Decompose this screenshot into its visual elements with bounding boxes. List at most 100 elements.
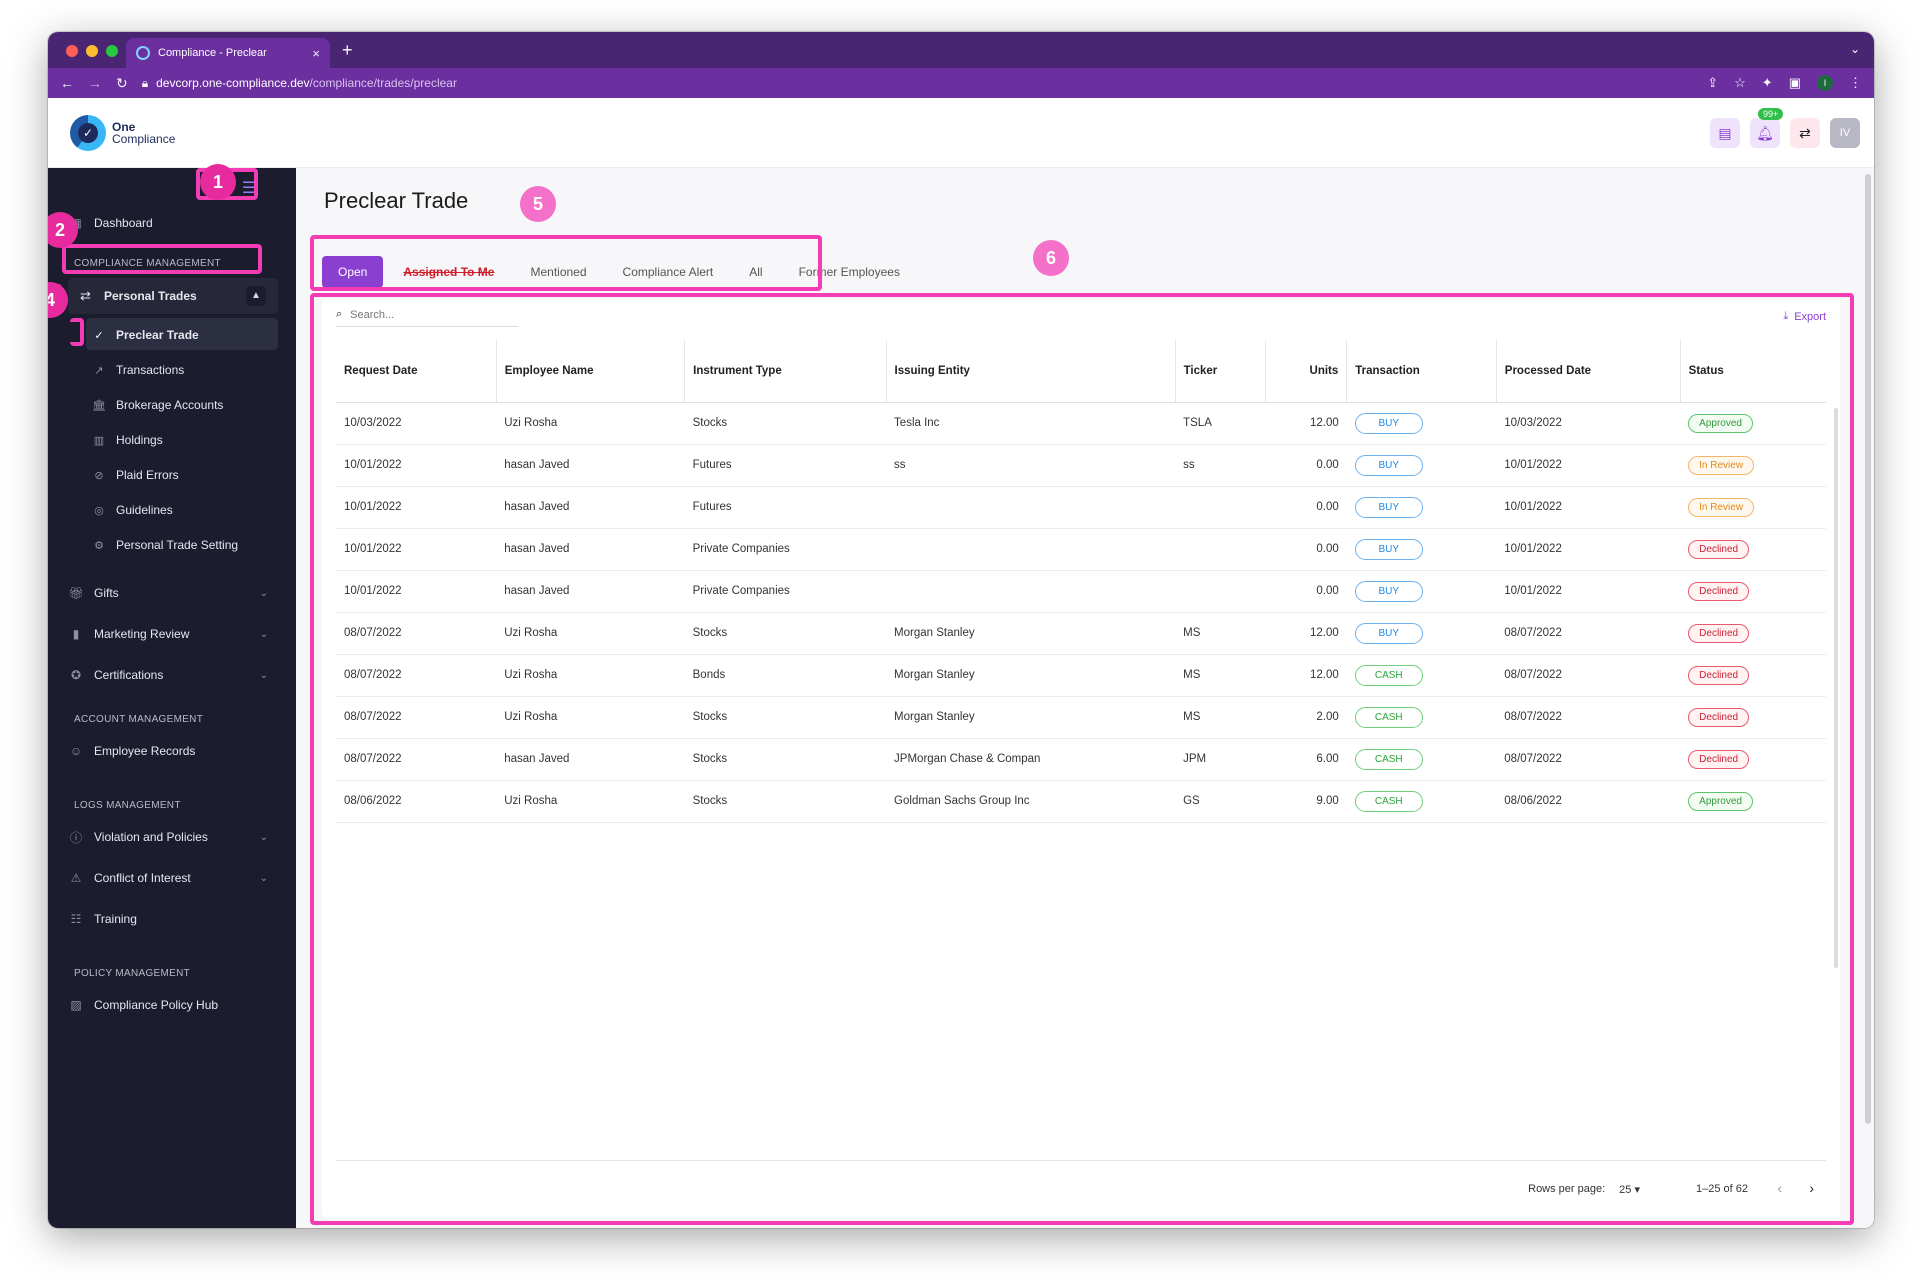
table-row[interactable]: 08/07/2022 hasan Javed Stocks JPMorgan Chas… xyxy=(336,738,1826,781)
filter-tabs: Open Assigned To Me Mentioned Compliance… xyxy=(322,256,916,288)
sidebar-item-label: Personal Trades xyxy=(104,289,197,303)
bookmark-star-icon[interactable]: ☆ xyxy=(1734,75,1746,90)
browser-tab[interactable]: Compliance - Preclear × xyxy=(126,38,330,68)
sidebar-item-transactions[interactable]: ↗ Transactions xyxy=(92,363,184,377)
close-window-button[interactable] xyxy=(66,45,78,57)
sidebar-item-holdings[interactable]: ▥ Holdings xyxy=(92,433,163,447)
tab-assigned-to-me[interactable]: Assigned To Me xyxy=(403,265,495,279)
column-header[interactable]: Issuing Entity xyxy=(886,340,1176,403)
table-row[interactable]: 10/03/2022 Uzi Rosha Stocks Tesla Inc TSLA 12… xyxy=(336,402,1826,445)
table-cell: Stocks xyxy=(684,612,887,655)
favicon-icon xyxy=(136,46,150,60)
status-badge: Declined xyxy=(1688,707,1750,727)
page-title: Preclear Trade xyxy=(324,188,469,213)
new-tab-button[interactable]: + xyxy=(342,40,353,60)
column-header[interactable]: Ticker xyxy=(1175,340,1266,403)
logo-line1: One xyxy=(112,119,136,134)
sidebar-item-certifications[interactable]: ✪ Certifications ⌄ xyxy=(68,660,268,690)
collapse-chevron-icon[interactable]: ▲ xyxy=(246,286,266,306)
status-cell: Declined xyxy=(1680,612,1826,655)
forward-arrow-icon[interactable]: → xyxy=(88,75,102,91)
maximize-window-button[interactable] xyxy=(106,45,118,57)
table-row[interactable]: 10/01/2022 hasan Javed Private Companies 0.… xyxy=(336,570,1826,613)
table-cell: Uzi Rosha xyxy=(496,612,685,655)
window-controls xyxy=(66,45,118,57)
swap-arrows-icon: ⇄ xyxy=(80,288,91,303)
sidebar-item-violation-policies[interactable]: ⓘ Violation and Policies ⌄ xyxy=(68,822,268,852)
rows-per-page-select[interactable]: 25 ▾ xyxy=(1619,1184,1640,1196)
column-header[interactable]: Instrument Type xyxy=(684,340,887,403)
url-path: /compliance/trades/preclear xyxy=(309,76,457,90)
next-page-icon[interactable]: › xyxy=(1809,1180,1814,1196)
sidebar-item-guidelines[interactable]: ◎ Guidelines xyxy=(92,503,173,517)
sidebar-item-employee-records[interactable]: ☺ Employee Records xyxy=(68,736,196,766)
document-button[interactable]: ▤ xyxy=(1710,118,1740,148)
table-row[interactable]: 10/01/2022 hasan Javed Futures 0.00 BUY 10/01… xyxy=(336,486,1826,529)
sidebar-item-preclear-trade[interactable]: ✓ Preclear Trade xyxy=(92,328,198,342)
page-scrollbar[interactable] xyxy=(1865,174,1871,1124)
sidebar-item-conflict-of-interest[interactable]: ⚠ Conflict of Interest ⌄ xyxy=(68,863,268,893)
sidebar-item-plaid-errors[interactable]: ⊘ Plaid Errors xyxy=(92,468,178,482)
column-header[interactable]: Processed Date xyxy=(1496,340,1681,403)
browser-profile-avatar[interactable]: I xyxy=(1817,75,1833,91)
back-arrow-icon[interactable]: ← xyxy=(60,75,74,91)
sidebar-item-personal-trade-setting[interactable]: ⚙ Personal Trade Setting xyxy=(92,538,238,552)
table-row[interactable]: 08/07/2022 Uzi Rosha Bonds Morgan Stanley MS… xyxy=(336,654,1826,697)
transaction-cell: CASH xyxy=(1346,696,1497,739)
previous-page-icon[interactable]: ‹ xyxy=(1777,1180,1782,1196)
table-cell: Stocks xyxy=(684,402,887,445)
browser-menu-icon[interactable]: ⋮ xyxy=(1849,75,1862,90)
table-row[interactable]: 08/07/2022 Uzi Rosha Stocks Morgan Stanley M… xyxy=(336,612,1826,655)
sidebar-item-brokerage-accounts[interactable]: 🏛︎ Brokerage Accounts xyxy=(92,398,223,412)
close-tab-icon[interactable]: × xyxy=(312,45,320,61)
minimize-window-button[interactable] xyxy=(86,45,98,57)
menu-toggle-icon[interactable]: ☰ xyxy=(241,180,257,197)
table-row[interactable]: 10/01/2022 hasan Javed Futures ss ss 0.00 BUY 1… xyxy=(336,444,1826,487)
search-input[interactable] xyxy=(350,308,491,321)
logo-line2: Compliance xyxy=(112,131,176,146)
column-header[interactable]: Status xyxy=(1680,340,1826,403)
sidebar-group-personal-trades[interactable]: ⇄ Personal Trades ▲ xyxy=(68,278,278,314)
sidebar-item-gifts[interactable]: 🎁︎ Gifts ⌄ xyxy=(68,578,268,608)
tab-search-chevron-icon[interactable]: ⌄ xyxy=(1849,42,1860,56)
column-header[interactable]: Units xyxy=(1265,340,1348,403)
app-logo[interactable]: ✓ One Compliance xyxy=(70,114,176,151)
user-avatar[interactable]: IV xyxy=(1830,118,1860,148)
column-header[interactable]: Request Date xyxy=(336,340,497,403)
export-button[interactable]: ⤓ Export xyxy=(1783,310,1826,323)
pagination-bar: Rows per page: 25 ▾ 1–25 of 62 ‹ › xyxy=(336,1160,1826,1218)
sidebar-item-label: Certifications xyxy=(94,668,164,682)
table-cell: Morgan Stanley xyxy=(886,612,1176,655)
sidebar-item-dashboard[interactable]: ▦ Dashboard xyxy=(68,208,152,238)
table-row[interactable]: 08/06/2022 Uzi Rosha Stocks Goldman Sachs G… xyxy=(336,780,1826,823)
annotation-box-4 xyxy=(70,318,84,346)
sidebar-item-training[interactable]: ☷ Training xyxy=(68,904,137,934)
table-cell: 10/01/2022 xyxy=(1496,528,1681,571)
sidebar-item-marketing-review[interactable]: ▮ Marketing Review ⌄ xyxy=(68,619,268,649)
tab-open[interactable]: Open xyxy=(322,256,384,288)
table-cell: 08/07/2022 xyxy=(336,738,497,781)
extensions-puzzle-icon[interactable]: ✦ xyxy=(1761,75,1773,90)
status-cell: Approved xyxy=(1680,780,1826,823)
transaction-pill: CASH xyxy=(1354,706,1423,728)
column-header[interactable]: Employee Name xyxy=(496,340,686,403)
notifications-button[interactable]: 🔔︎ 99+ xyxy=(1750,108,1784,148)
share-icon[interactable]: ⇪ xyxy=(1707,75,1719,90)
column-header[interactable]: Transaction xyxy=(1346,340,1497,403)
switch-button[interactable]: ⇄ xyxy=(1790,118,1820,148)
tab-former-employees[interactable]: Former Employees xyxy=(798,265,900,279)
tab-compliance-alert[interactable]: Compliance Alert xyxy=(622,265,714,279)
table-row[interactable]: 08/07/2022 Uzi Rosha Stocks Morgan Stanley M… xyxy=(336,696,1826,739)
table-cell: 12.00 xyxy=(1265,654,1347,697)
sidebar-item-compliance-policy-hub[interactable]: ▨ Compliance Policy Hub xyxy=(68,990,218,1020)
table-cell: 12.00 xyxy=(1265,612,1347,655)
tab-all[interactable]: All xyxy=(749,265,763,279)
table-scrollbar[interactable] xyxy=(1834,408,1838,968)
address-bar[interactable]: 🔒︎ devcorp.one-compliance.dev/compliance… xyxy=(141,71,1694,95)
sidepanel-icon[interactable]: ▣ xyxy=(1788,75,1801,90)
sidebar-item-label: Brokerage Accounts xyxy=(116,398,224,412)
reload-icon[interactable]: ↻ xyxy=(116,74,128,91)
transaction-pill: BUY xyxy=(1354,496,1423,518)
tab-mentioned[interactable]: Mentioned xyxy=(530,265,587,279)
table-row[interactable]: 10/01/2022 hasan Javed Private Companies 0.… xyxy=(336,528,1826,571)
